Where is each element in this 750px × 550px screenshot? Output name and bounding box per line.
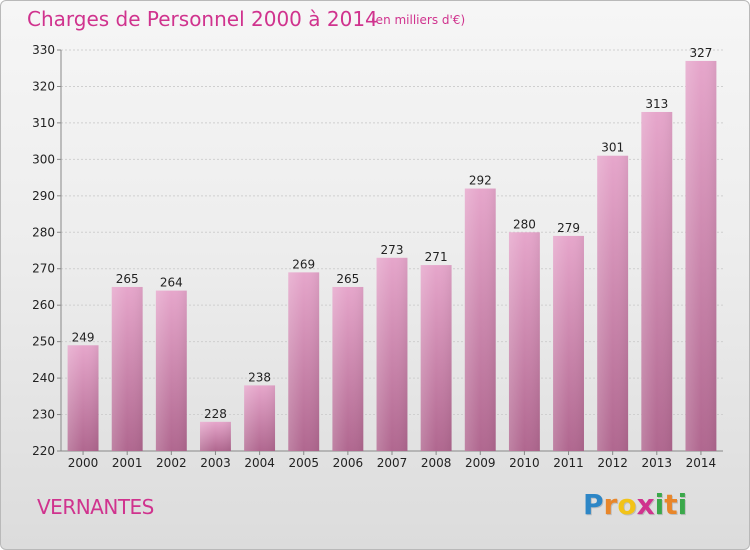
x-tick-label: 2014 [686, 456, 717, 470]
y-tick-label: 310 [32, 116, 55, 130]
data-label: 269 [292, 257, 315, 271]
y-tick-label: 290 [32, 189, 55, 203]
bar-shine [67, 345, 99, 451]
logo-letter: P [583, 488, 604, 521]
data-label: 313 [645, 97, 668, 111]
y-tick-label: 250 [32, 335, 55, 349]
y-tick-label: 240 [32, 371, 55, 385]
data-label: 228 [204, 407, 227, 421]
x-tick-label: 2008 [421, 456, 452, 470]
x-tick-label: 2006 [333, 456, 364, 470]
bar-shine [155, 290, 187, 451]
data-label: 264 [160, 276, 183, 290]
data-label: 280 [513, 217, 536, 231]
bar-shine [464, 188, 496, 451]
y-tick-label: 300 [32, 152, 55, 166]
y-tick-label: 330 [32, 43, 55, 57]
bar-shine [332, 286, 364, 451]
logo-letter: o [617, 488, 637, 521]
x-tick-label: 2013 [642, 456, 673, 470]
place-name: VERNANTES [37, 495, 154, 519]
proxiti-logo: Proxiti [583, 488, 687, 521]
y-tick-label: 230 [32, 408, 55, 422]
x-tick-label: 2011 [553, 456, 584, 470]
logo-letter: i [677, 488, 688, 521]
data-label: 249 [72, 330, 95, 344]
x-tick-label: 2001 [112, 456, 143, 470]
data-label: 327 [689, 46, 712, 60]
logo-letter: t [664, 488, 678, 521]
y-tick-label: 220 [32, 444, 55, 458]
data-label: 271 [425, 250, 448, 264]
data-labels: 249 265 264 228 238 269 265 273 271 292 280 279 301 3… [72, 46, 713, 421]
x-tick-label: 2010 [509, 456, 540, 470]
data-label: 273 [381, 243, 404, 257]
bar-shine [553, 235, 584, 451]
y-tick-label: 270 [32, 262, 55, 276]
unit-note: (en milliers d'€) [371, 13, 466, 27]
x-tick-label: 2002 [156, 456, 187, 470]
logo-letter: i [654, 488, 665, 521]
x-tick-label: 2012 [597, 456, 628, 470]
y-tick-label: 260 [32, 298, 55, 312]
bar-shine [508, 232, 540, 451]
x-tick-label: 2005 [288, 456, 319, 470]
tick-labels: 220 230 240 250 260 270 280 290 300 310 320 330 2000… [32, 43, 716, 470]
x-tick-label: 2000 [68, 456, 99, 470]
y-tick-label: 280 [32, 225, 55, 239]
x-tick-label: 2004 [244, 456, 275, 470]
bar-shine [597, 155, 629, 451]
data-label: 265 [116, 272, 139, 286]
bar-shine [420, 265, 452, 451]
data-label: 301 [601, 141, 624, 155]
chart-title: Charges de Personnel 2000 à 2014 [27, 7, 378, 31]
logo-letter: r [603, 488, 618, 521]
bar-shine [685, 60, 717, 451]
bar-shine [200, 421, 231, 451]
x-tick-label: 2003 [200, 456, 231, 470]
bar-shine [111, 286, 143, 451]
bar-shine [641, 111, 673, 452]
x-tick-label: 2009 [465, 456, 496, 470]
logo-letter: x [636, 488, 655, 521]
data-label: 265 [336, 272, 359, 286]
bar-shine [288, 272, 320, 451]
data-label: 279 [557, 221, 580, 235]
bar-shine [376, 257, 408, 451]
y-tick-label: 320 [32, 79, 55, 93]
bar-shine [244, 385, 276, 451]
data-label: 238 [248, 370, 271, 384]
data-label: 292 [469, 174, 492, 188]
bars [67, 60, 717, 452]
x-tick-label: 2007 [377, 456, 408, 470]
